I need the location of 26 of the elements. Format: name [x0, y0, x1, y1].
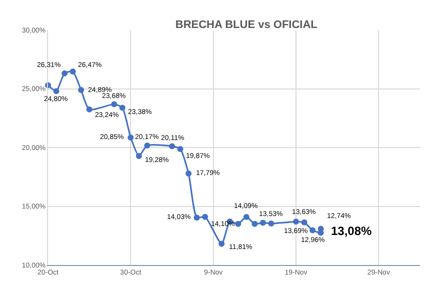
point: [136, 152, 142, 159]
point: [70, 68, 76, 74]
point: [62, 70, 68, 76]
point: [268, 220, 274, 227]
point: [301, 219, 308, 226]
point: [194, 214, 200, 221]
point: [310, 227, 316, 234]
point: [260, 220, 266, 226]
data-label: 13,08%: [331, 224, 372, 238]
point: [128, 134, 134, 141]
point: [169, 143, 175, 150]
point: [186, 170, 192, 176]
point: [243, 214, 250, 220]
point: [235, 220, 242, 227]
point: [202, 214, 208, 220]
point: [252, 220, 258, 227]
point: [111, 101, 118, 108]
point: [78, 87, 84, 94]
point: [144, 142, 150, 148]
point: [86, 106, 92, 112]
chart-title: BRECHA BLUE vs OFICIAL: [175, 18, 318, 31]
point: [53, 88, 60, 94]
point: [177, 146, 184, 152]
point: [218, 240, 225, 247]
point: [293, 218, 299, 225]
point: [119, 104, 126, 111]
